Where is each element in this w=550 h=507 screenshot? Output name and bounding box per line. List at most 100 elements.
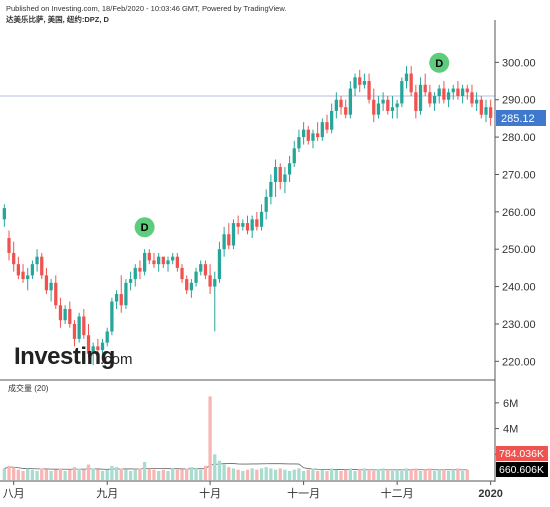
volume-bar [400, 471, 404, 480]
volume-bar [311, 468, 315, 480]
candle [203, 260, 208, 280]
candle-body [12, 252, 16, 265]
candle-body [26, 275, 30, 280]
volume-bar [437, 469, 441, 480]
candle-body [128, 279, 133, 283]
volume-bar [105, 469, 109, 480]
candle [180, 264, 184, 283]
dividend-marker[interactable]: D [429, 52, 450, 73]
candle-body [330, 110, 334, 130]
candle-body [362, 81, 367, 85]
volume-bar [128, 471, 133, 480]
price-tick-label: 280.00 [502, 132, 536, 144]
volume-bar [414, 468, 418, 480]
last-price-badge-text: 285.12 [501, 113, 535, 125]
volume-tick-label: 6M [503, 398, 518, 410]
candle [259, 204, 264, 231]
candle [316, 122, 320, 141]
candle-body [157, 256, 161, 265]
dividend-marker[interactable]: D [134, 217, 155, 238]
candle-body [292, 148, 296, 164]
volume-bar [339, 471, 343, 480]
candle [231, 219, 236, 250]
candle-body [142, 252, 147, 272]
candle-body [91, 346, 95, 354]
volume-bar [16, 469, 21, 480]
candle-body [171, 256, 175, 261]
last-price-badge-bg [496, 109, 546, 126]
volume-bar [100, 471, 105, 480]
candle-body [339, 99, 343, 108]
candle-body [105, 331, 109, 343]
candle [49, 279, 53, 302]
candle [474, 92, 479, 111]
candle [301, 122, 306, 145]
volume-bar [124, 469, 128, 480]
candle [395, 99, 399, 119]
candle-body [489, 107, 493, 118]
candle [442, 81, 446, 104]
price-tick-label: 250.00 [502, 244, 536, 256]
candle [68, 301, 72, 328]
candle-body [320, 122, 324, 138]
candle [255, 211, 259, 231]
volume-bar [278, 468, 282, 480]
candle [161, 256, 165, 268]
candle-body [442, 88, 446, 100]
candle-body [358, 77, 362, 85]
candle-body [428, 92, 432, 104]
candle-body [259, 211, 264, 227]
candle [358, 69, 362, 93]
candle-body [138, 267, 142, 272]
candle-body [161, 256, 165, 265]
time-tick-label: 十二月 [381, 486, 414, 500]
candle-body [297, 137, 301, 149]
volume-bar [49, 471, 53, 480]
candle [128, 271, 133, 291]
investing-logo: Investing .com [14, 343, 133, 370]
candle-body [479, 99, 483, 115]
price-tick-label: 220.00 [502, 356, 536, 368]
candle-body [301, 129, 306, 138]
candle-body [460, 88, 465, 96]
candle-body [465, 88, 469, 93]
candle-body [63, 309, 67, 321]
volume-ma-badge-text: 660.606K [499, 464, 544, 476]
volume-bar [157, 471, 161, 480]
volume-bar [236, 469, 240, 480]
volume-ma-line [4, 463, 468, 471]
candle [330, 103, 334, 134]
candle-body [432, 96, 437, 104]
candle [7, 230, 11, 261]
candle [63, 305, 67, 324]
candle [58, 297, 63, 328]
candle-body [400, 81, 404, 104]
volume-bar [72, 467, 77, 480]
candle [423, 73, 427, 96]
candle [484, 99, 488, 123]
candle-body [446, 92, 451, 100]
logo-suffix-text: .com [100, 351, 133, 368]
volume-bar [2, 468, 6, 480]
volume-bar [147, 468, 151, 480]
volume-bar [348, 468, 353, 480]
candle [287, 155, 292, 182]
volume-bar [297, 468, 301, 480]
volume-bar [320, 469, 324, 480]
candle-body [287, 163, 292, 175]
volume-bar [26, 468, 30, 480]
dividend-marker-circle [134, 217, 155, 238]
chart-header: Published on Investing.com, 18/Feb/2020 … [6, 3, 286, 25]
candle-body [180, 267, 184, 280]
candle [171, 252, 175, 265]
candle [348, 81, 353, 119]
candle [250, 215, 254, 238]
dividend-marker-label: D [435, 58, 443, 70]
candle-body [231, 223, 236, 246]
candle-body [390, 107, 395, 111]
volume-bar [358, 469, 362, 480]
candle-body [241, 223, 245, 227]
volume-bar [54, 469, 58, 480]
candle-body [119, 294, 123, 306]
